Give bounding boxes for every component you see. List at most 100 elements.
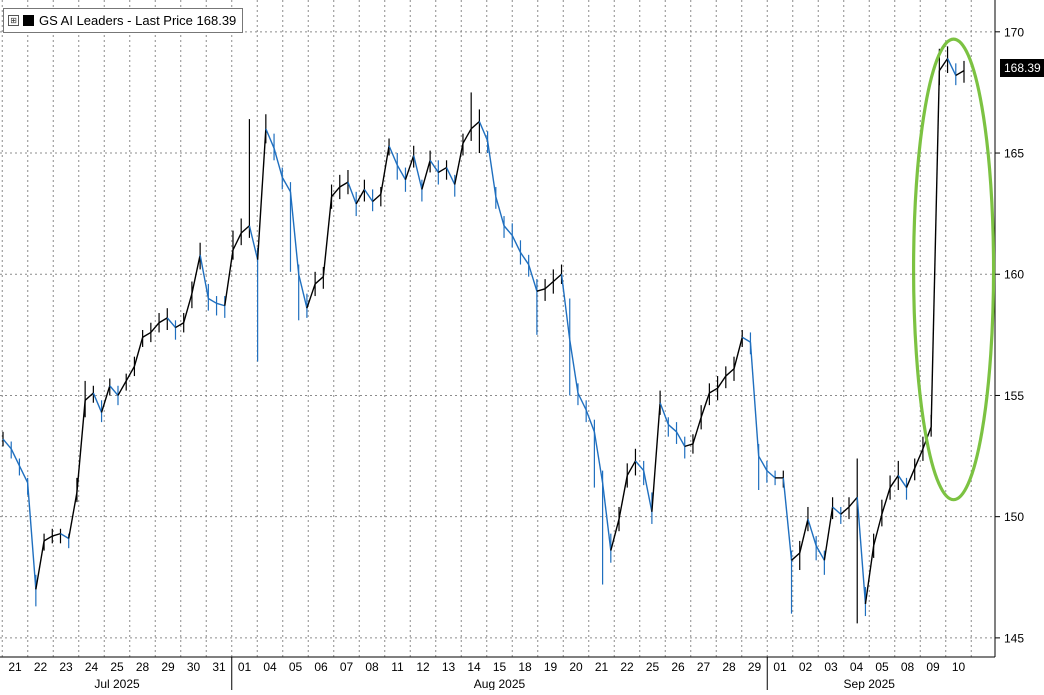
price-segment xyxy=(207,297,217,304)
price-segment xyxy=(2,438,12,450)
price-segment xyxy=(100,385,111,413)
price-segment xyxy=(470,120,480,130)
price-segment xyxy=(766,470,776,479)
x-tick-label: 18 xyxy=(518,660,532,674)
price-segment xyxy=(938,58,949,71)
x-tick-label: 21 xyxy=(595,660,609,674)
price-segment xyxy=(35,540,45,590)
price-segment xyxy=(503,225,513,236)
price-segment xyxy=(404,155,415,180)
price-segment xyxy=(749,342,760,457)
price-segment xyxy=(905,467,916,488)
price-segment xyxy=(815,545,825,561)
x-tick-label: 28 xyxy=(722,660,736,674)
price-segment xyxy=(240,225,250,234)
price-segment xyxy=(199,254,210,299)
price-segment xyxy=(76,400,86,493)
x-tick-label: 24 xyxy=(85,660,99,674)
annotations xyxy=(911,37,996,502)
x-tick-label: 03 xyxy=(824,660,838,674)
price-segment xyxy=(659,402,669,425)
price-segment xyxy=(109,385,119,396)
price-segment xyxy=(413,155,423,190)
x-tick-label: 20 xyxy=(569,660,583,674)
highlight-ellipse xyxy=(911,37,996,502)
price-segment xyxy=(281,176,292,193)
price-segment xyxy=(593,431,604,483)
legend-toggle-icon[interactable]: ⊞ xyxy=(8,15,19,26)
price-segment xyxy=(183,293,193,323)
y-tick-label: 155 xyxy=(1004,389,1024,403)
legend[interactable]: ⊞ GS AI Leaders - Last Price 168.39 xyxy=(3,8,244,33)
price-segment xyxy=(248,225,259,260)
price-segment xyxy=(864,545,875,605)
price-segment xyxy=(125,366,136,382)
price-segment xyxy=(306,283,316,309)
y-tick-label: 170 xyxy=(1004,25,1024,39)
price-segment xyxy=(92,392,103,413)
x-tick-label: 26 xyxy=(671,660,685,674)
price-segment xyxy=(437,166,447,174)
price-segment xyxy=(709,387,718,394)
price-segment xyxy=(675,431,686,447)
price-segment xyxy=(380,145,390,195)
x-tick-label: 25 xyxy=(110,660,124,674)
price-series xyxy=(2,46,965,624)
price-segment xyxy=(339,181,349,188)
price-segment xyxy=(43,535,53,542)
price-segment xyxy=(823,506,834,561)
x-tick-label: 28 xyxy=(136,660,150,674)
price-segment xyxy=(799,518,809,554)
month-label: Jul 2025 xyxy=(94,677,140,690)
x-tick-label: 14 xyxy=(467,660,481,674)
price-segment xyxy=(298,274,308,309)
price-segment xyxy=(347,181,357,205)
price-segment xyxy=(372,193,382,203)
x-tick-label: 09 xyxy=(926,660,940,674)
x-tick-label: 06 xyxy=(314,660,328,674)
price-segment xyxy=(758,455,768,471)
price-segment xyxy=(725,368,735,377)
price-segment xyxy=(930,70,941,427)
price-segment xyxy=(84,392,94,401)
price-segment xyxy=(363,189,374,202)
x-tick-label: 12 xyxy=(416,660,430,674)
price-segment xyxy=(536,288,546,292)
price-segment xyxy=(610,518,620,551)
price-segment xyxy=(601,482,612,551)
price-segment xyxy=(552,273,562,283)
gridlines xyxy=(0,0,995,657)
axes xyxy=(0,0,1000,690)
x-tick-label: 07 xyxy=(340,660,354,674)
x-tick-label: 10 xyxy=(952,660,966,674)
x-tick-label: 21 xyxy=(8,660,22,674)
x-tick-label: 05 xyxy=(875,660,889,674)
price-segment xyxy=(68,492,78,539)
price-segment xyxy=(881,487,891,515)
y-tick-label: 165 xyxy=(1004,147,1024,161)
price-segment xyxy=(495,196,505,226)
price-segment xyxy=(158,317,168,324)
price-segment xyxy=(52,532,61,537)
x-tick-label: 22 xyxy=(620,660,634,674)
price-segment xyxy=(117,380,127,396)
price-segment xyxy=(142,331,152,338)
price-segment xyxy=(626,460,637,476)
price-segment xyxy=(175,322,185,329)
x-tick-label: 08 xyxy=(901,660,915,674)
price-segment xyxy=(642,470,653,512)
price-segment xyxy=(684,443,694,448)
month-label: Aug 2025 xyxy=(474,677,526,690)
x-tick-label: 19 xyxy=(544,660,558,674)
legend-label: GS AI Leaders - Last Price 168.39 xyxy=(39,13,237,28)
price-segment xyxy=(256,128,267,260)
price-segment xyxy=(511,235,522,253)
price-segment xyxy=(717,375,727,389)
price-segment xyxy=(265,128,275,149)
price-segment xyxy=(454,143,464,185)
price-segment xyxy=(331,186,341,198)
x-tick-label: 22 xyxy=(34,660,48,674)
x-axis-tick-labels: 21 22 23 24 25 28 29 30 31 01 04 05 06 07 08 11 12 13 14 15… xyxy=(8,660,966,691)
